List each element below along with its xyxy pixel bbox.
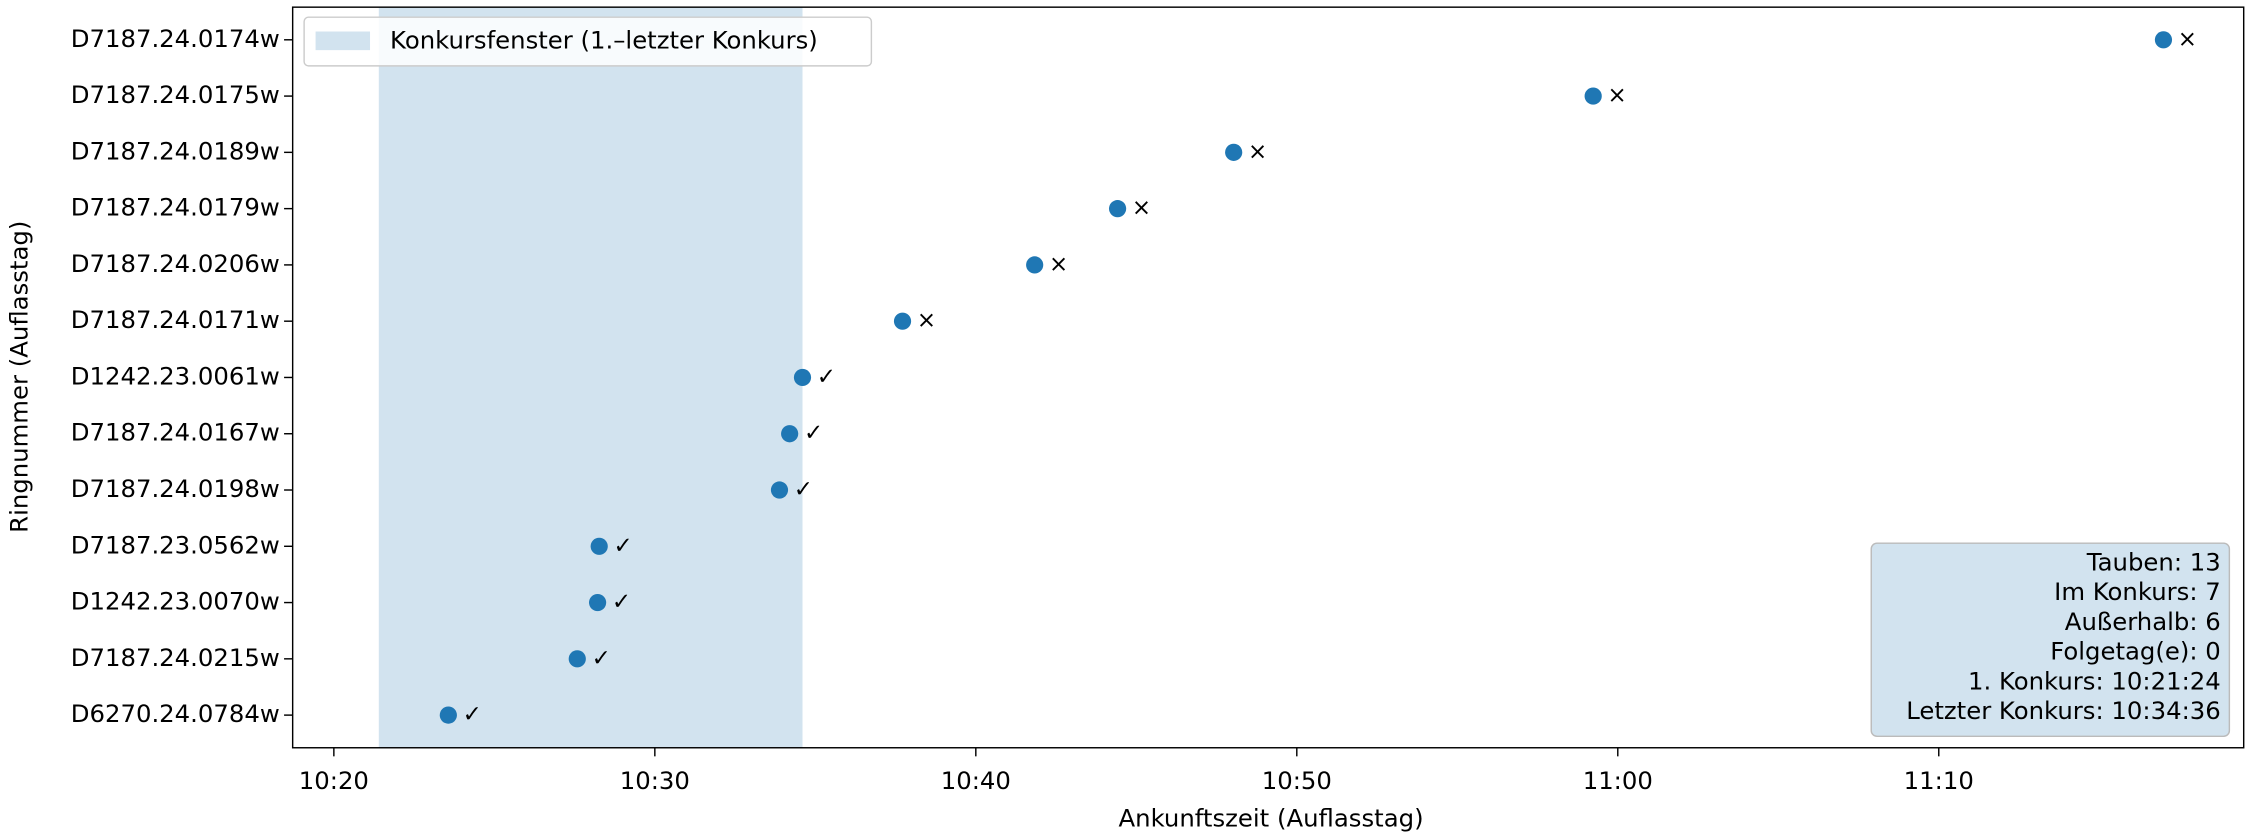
point [1108,200,1127,218]
point-status: ✓ [794,477,813,503]
y-tick-label: D7187.24.0171w [71,305,280,334]
point [439,706,457,724]
point-status: × [1607,83,1626,109]
point [793,368,812,387]
x-tick-label: 10:40 [941,766,1011,795]
y-tick-label: D7187.24.0179w [71,193,280,222]
y-tick-label: D6270.24.0784w [71,699,280,728]
y-tick-label: D7187.24.0175w [71,80,280,109]
point [770,481,789,499]
y-axis-label: Ringnummer (Auflasstag) [4,221,33,533]
point [1225,143,1243,161]
stats-line: Folgetag(e): 0 [2050,637,2221,666]
point [893,312,912,330]
y-tick-label: D7187.24.0206w [71,249,280,278]
point [2154,31,2173,49]
konkurs-window [378,7,803,748]
x-tick-label: 10:30 [620,766,690,795]
point [1584,87,1602,105]
y-tick-label: D7187.23.0562w [71,530,280,559]
point-status: × [1049,251,1068,277]
x-tick-label: 10:50 [1262,766,1332,795]
x-tick-label: 11:00 [1583,766,1653,795]
point-status: ✓ [463,702,482,728]
stats-line: Außerhalb: 6 [2065,607,2221,636]
y-tick-label: D7187.24.0167w [71,418,280,447]
legend-box [303,16,873,67]
stats-line: 1. Konkurs: 10:21:24 [1968,666,2221,695]
point [589,593,607,612]
y-tick-label: D7187.24.0215w [71,643,280,672]
x-tick-label: 11:10 [1904,766,1974,795]
stats-line: Tauben: 13 [2086,547,2221,576]
point [568,650,586,668]
y-tick-label: D1242.23.0070w [71,587,280,616]
legend-label: Konkursfenster (1.–letzter Konkurs) [390,26,818,55]
x-axis-label: Ankunftszeit (Auflasstag) [1119,803,1424,832]
y-tick-label: D7187.24.0174w [71,24,280,53]
stats-line: Letzter Konkurs: 10:34:36 [1906,696,2221,725]
point [781,425,799,443]
point-status: × [2178,26,2197,52]
stats-line: Im Konkurs: 7 [2054,577,2221,606]
point [590,537,608,555]
point-status: ✓ [612,589,631,615]
point-status: ✓ [614,533,633,559]
x-tick-label: 10:20 [299,766,369,795]
point-status: ✓ [817,364,836,390]
y-tick-label: D7187.24.0198w [71,474,280,503]
y-tick-label: D7187.24.0189w [71,136,280,165]
point-status: ✓ [592,645,611,671]
stats-box [1870,542,2231,738]
point-status: × [1132,195,1151,221]
point-status: ✓ [804,420,823,446]
point [1026,256,1044,274]
point-status: × [1248,139,1267,165]
y-tick-label: D1242.23.0061w [71,361,280,390]
legend-swatch [315,31,371,51]
point-status: × [917,308,936,334]
